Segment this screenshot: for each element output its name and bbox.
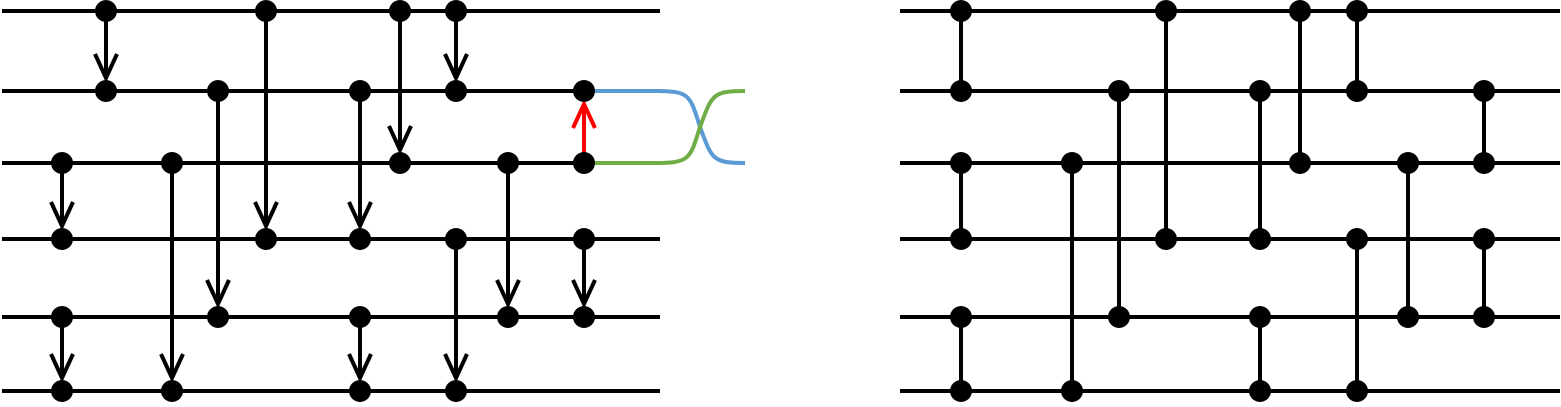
node (950, 0, 972, 22)
node (1249, 306, 1271, 328)
node (51, 306, 73, 328)
node (573, 152, 595, 174)
node (1473, 306, 1495, 328)
arrow-head-6 (443, 53, 469, 83)
node (1473, 80, 1495, 102)
node (1249, 228, 1271, 250)
node (1473, 152, 1495, 174)
node (445, 380, 467, 402)
node (950, 80, 972, 102)
node (497, 306, 519, 328)
node (349, 80, 371, 102)
arrow-head-12 (495, 279, 521, 309)
swap-blue-line (584, 89, 746, 165)
arrow-head-10 (347, 353, 373, 383)
node (950, 228, 972, 250)
node (1249, 80, 1271, 102)
node (1397, 152, 1419, 174)
node (95, 0, 117, 22)
node (1346, 80, 1368, 102)
node (1108, 80, 1130, 102)
node (349, 228, 371, 250)
node (1473, 228, 1495, 250)
arrow-head-3 (253, 201, 279, 231)
node (255, 0, 277, 22)
arrow-head-2 (205, 279, 231, 309)
arrow-head-7 (49, 201, 75, 231)
node (1346, 380, 1368, 402)
node (349, 306, 371, 328)
node (1108, 306, 1130, 328)
arrow-head-13 (571, 279, 597, 309)
node (573, 306, 595, 328)
node (1346, 228, 1368, 250)
arrow-head-11 (443, 353, 469, 383)
node (1249, 380, 1271, 402)
node (1061, 380, 1083, 402)
node (51, 380, 73, 402)
node (573, 80, 595, 102)
node (1061, 152, 1083, 174)
node (207, 80, 229, 102)
node (1397, 306, 1419, 328)
node (445, 228, 467, 250)
node (51, 228, 73, 250)
node (161, 152, 183, 174)
arrow-head-8 (49, 353, 75, 383)
node (1346, 0, 1368, 22)
node (389, 0, 411, 22)
node (1155, 228, 1177, 250)
arrow-head-1 (93, 53, 119, 83)
swap-green-line (584, 89, 746, 165)
arrow-head-4 (347, 201, 373, 231)
node (51, 152, 73, 174)
node (389, 152, 411, 174)
node (950, 152, 972, 174)
node (445, 0, 467, 22)
node (255, 228, 277, 250)
node (349, 380, 371, 402)
left-sorting-network (2, 0, 746, 402)
node (497, 152, 519, 174)
right-sorting-network (900, 0, 1560, 402)
node (95, 80, 117, 102)
arrow-head-9 (159, 353, 185, 383)
node (1155, 0, 1177, 22)
node (573, 228, 595, 250)
arrow-head-14 (571, 99, 597, 129)
node (445, 80, 467, 102)
arrow-head-5 (387, 125, 413, 155)
node (950, 380, 972, 402)
node (161, 380, 183, 402)
node (1289, 0, 1311, 22)
node (1289, 152, 1311, 174)
node (950, 306, 972, 328)
node (207, 306, 229, 328)
